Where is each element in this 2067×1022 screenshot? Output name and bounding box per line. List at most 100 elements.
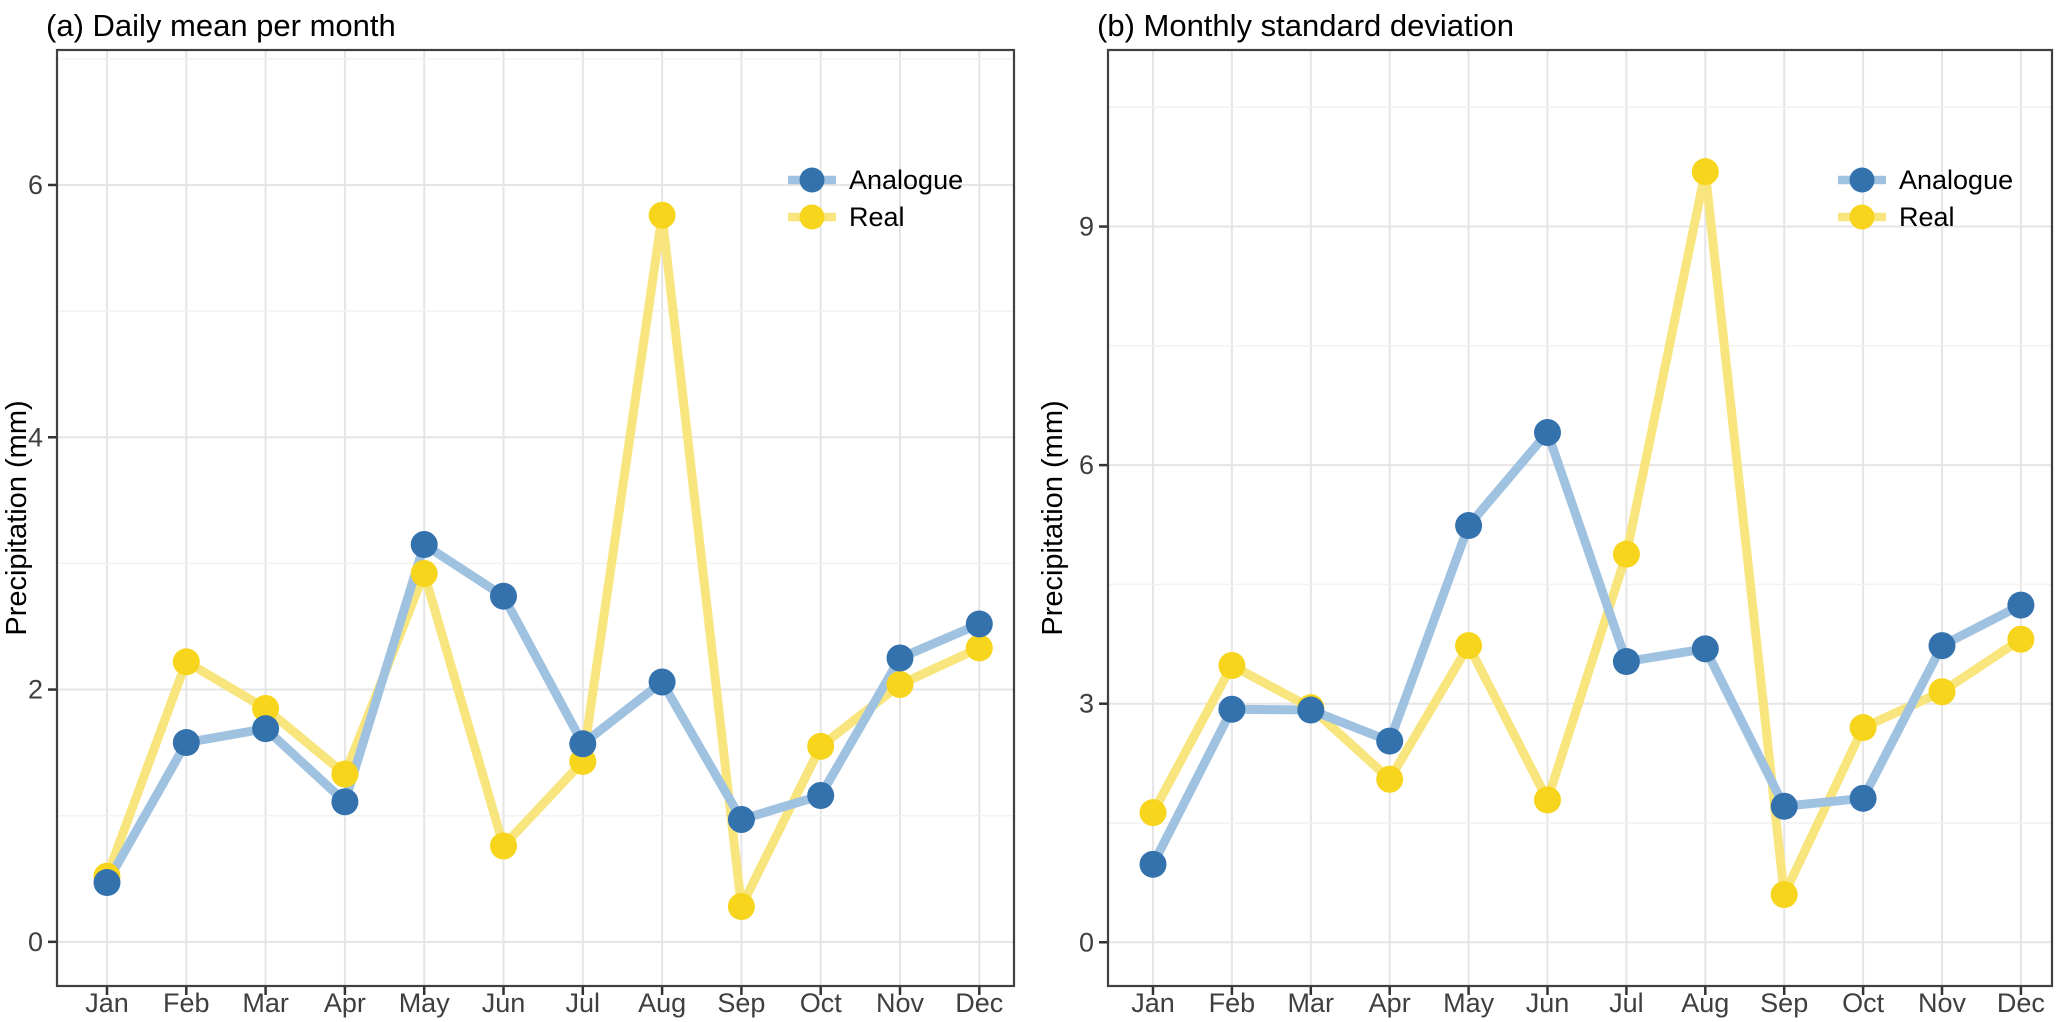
data-point-analogue-b-jan: [1139, 850, 1167, 878]
legend-key-real-icon: [799, 204, 825, 230]
data-point-analogue-b-sep: [1770, 792, 1798, 820]
data-point-analogue-a-may: [410, 530, 438, 558]
x-tick-label-jun: Jun: [482, 988, 526, 1018]
y-tick-label-6: 6: [1079, 450, 1094, 480]
data-point-analogue-b-nov: [1928, 632, 1956, 660]
data-point-real-b-may: [1455, 632, 1483, 660]
y-tick-label-0: 0: [28, 927, 43, 957]
data-point-analogue-a-dec: [965, 610, 993, 638]
x-tick-label-aug: Aug: [638, 988, 686, 1018]
legend-key-analogue-icon: [1849, 167, 1875, 193]
y-tick-label-4: 4: [28, 422, 43, 452]
x-tick-label-apr: Apr: [324, 988, 366, 1018]
data-point-real-a-may: [410, 560, 438, 588]
data-point-real-a-feb: [172, 648, 200, 676]
y-tick-label-9: 9: [1079, 212, 1094, 242]
x-tick-label-nov: Nov: [1918, 988, 1967, 1018]
x-tick-label-sep: Sep: [717, 988, 765, 1018]
data-point-analogue-b-jul: [1612, 648, 1640, 676]
data-point-analogue-a-jun: [490, 582, 517, 610]
legend-label-real: Real: [849, 202, 905, 232]
x-tick-label-aug: Aug: [1681, 988, 1729, 1018]
legend-key-real-icon: [1849, 204, 1875, 230]
data-point-analogue-b-aug: [1691, 635, 1719, 663]
data-point-real-b-jan: [1139, 799, 1167, 827]
panel-background: [57, 50, 1014, 986]
x-tick-label-may: May: [399, 988, 451, 1018]
x-tick-label-jan: Jan: [85, 988, 129, 1018]
series-line-real-a: [102, 210, 984, 912]
panel-title-a: (a) Daily mean per month: [46, 8, 396, 43]
legend-label-analogue: Analogue: [1899, 165, 2013, 195]
legend-a: [788, 167, 836, 230]
panel-border: [1106, 48, 2054, 988]
data-point-real-b-jul: [1612, 540, 1640, 568]
data-point-real-a-sep: [727, 893, 755, 921]
data-point-real-b-dec: [2007, 625, 2035, 653]
data-point-real-a-dec: [965, 634, 993, 662]
data-point-real-a-nov: [886, 671, 914, 699]
x-tick-label-feb: Feb: [163, 988, 210, 1018]
data-point-analogue-a-jan: [93, 869, 121, 897]
data-point-real-a-jun: [490, 832, 517, 860]
y-tick-label-0: 0: [1079, 927, 1094, 957]
data-point-analogue-a-feb: [172, 729, 200, 757]
data-point-real-b-nov: [1928, 678, 1956, 706]
x-tick-label-nov: Nov: [876, 988, 925, 1018]
legend-label-analogue: Analogue: [849, 165, 963, 195]
x-tick-label-oct: Oct: [1842, 988, 1885, 1018]
legend-label-real: Real: [1899, 202, 1955, 232]
data-point-real-b-apr: [1376, 765, 1404, 793]
panel-b: [1099, 48, 2054, 995]
y-tick-label-2: 2: [28, 675, 43, 705]
data-point-analogue-a-nov: [886, 644, 914, 672]
panel-title-b: (b) Monthly standard deviation: [1097, 8, 1514, 43]
data-point-analogue-a-apr: [331, 788, 359, 816]
data-point-real-a-apr: [331, 760, 359, 788]
series-line-real-b: [1148, 167, 2026, 900]
data-point-analogue-a-jul: [569, 730, 597, 758]
x-tick-label-feb: Feb: [1209, 988, 1256, 1018]
x-tick-label-apr: Apr: [1369, 988, 1411, 1018]
data-point-real-b-jun: [1534, 786, 1561, 814]
data-point-analogue-a-sep: [727, 805, 755, 833]
y-axis-title-b: Precipitation (mm): [1037, 400, 1069, 635]
data-point-analogue-b-dec: [2007, 591, 2035, 619]
x-tick-label-jun: Jun: [1526, 988, 1570, 1018]
x-tick-label-mar: Mar: [1288, 988, 1335, 1018]
panel-border: [55, 48, 1016, 988]
data-point-analogue-a-mar: [252, 715, 280, 743]
x-tick-label-dec: Dec: [955, 988, 1003, 1018]
data-point-analogue-a-aug: [648, 668, 676, 696]
data-point-analogue-a-oct: [807, 782, 835, 810]
data-point-analogue-b-apr: [1376, 727, 1404, 755]
data-point-real-b-sep: [1770, 881, 1798, 909]
panel-a: [48, 48, 1016, 995]
y-tick-label-3: 3: [1079, 689, 1094, 719]
x-tick-label-sep: Sep: [1760, 988, 1808, 1018]
data-point-analogue-b-jun: [1534, 419, 1561, 447]
x-tick-label-may: May: [1443, 988, 1495, 1018]
x-tick-label-jan: Jan: [1131, 988, 1175, 1018]
legend-key-analogue-icon: [799, 167, 825, 193]
x-tick-label-mar: Mar: [242, 988, 289, 1018]
x-tick-label-oct: Oct: [800, 988, 843, 1018]
data-point-real-a-oct: [807, 732, 835, 760]
x-tick-label-jul: Jul: [566, 988, 601, 1018]
data-point-analogue-b-feb: [1218, 695, 1246, 723]
data-point-real-b-feb: [1218, 652, 1246, 680]
data-point-real-b-aug: [1691, 158, 1719, 186]
data-point-analogue-b-oct: [1849, 784, 1877, 812]
y-axis-title-a: Precipitation (mm): [1, 400, 33, 635]
data-point-real-a-aug: [648, 201, 676, 229]
legend-b: [1838, 167, 1886, 230]
data-point-analogue-b-mar: [1297, 696, 1325, 724]
data-point-analogue-b-may: [1455, 512, 1483, 540]
y-tick-label-6: 6: [28, 170, 43, 200]
x-tick-label-dec: Dec: [1997, 988, 2045, 1018]
data-point-real-a-mar: [252, 694, 280, 722]
data-point-real-b-oct: [1849, 714, 1877, 742]
x-tick-label-jul: Jul: [1609, 988, 1644, 1018]
